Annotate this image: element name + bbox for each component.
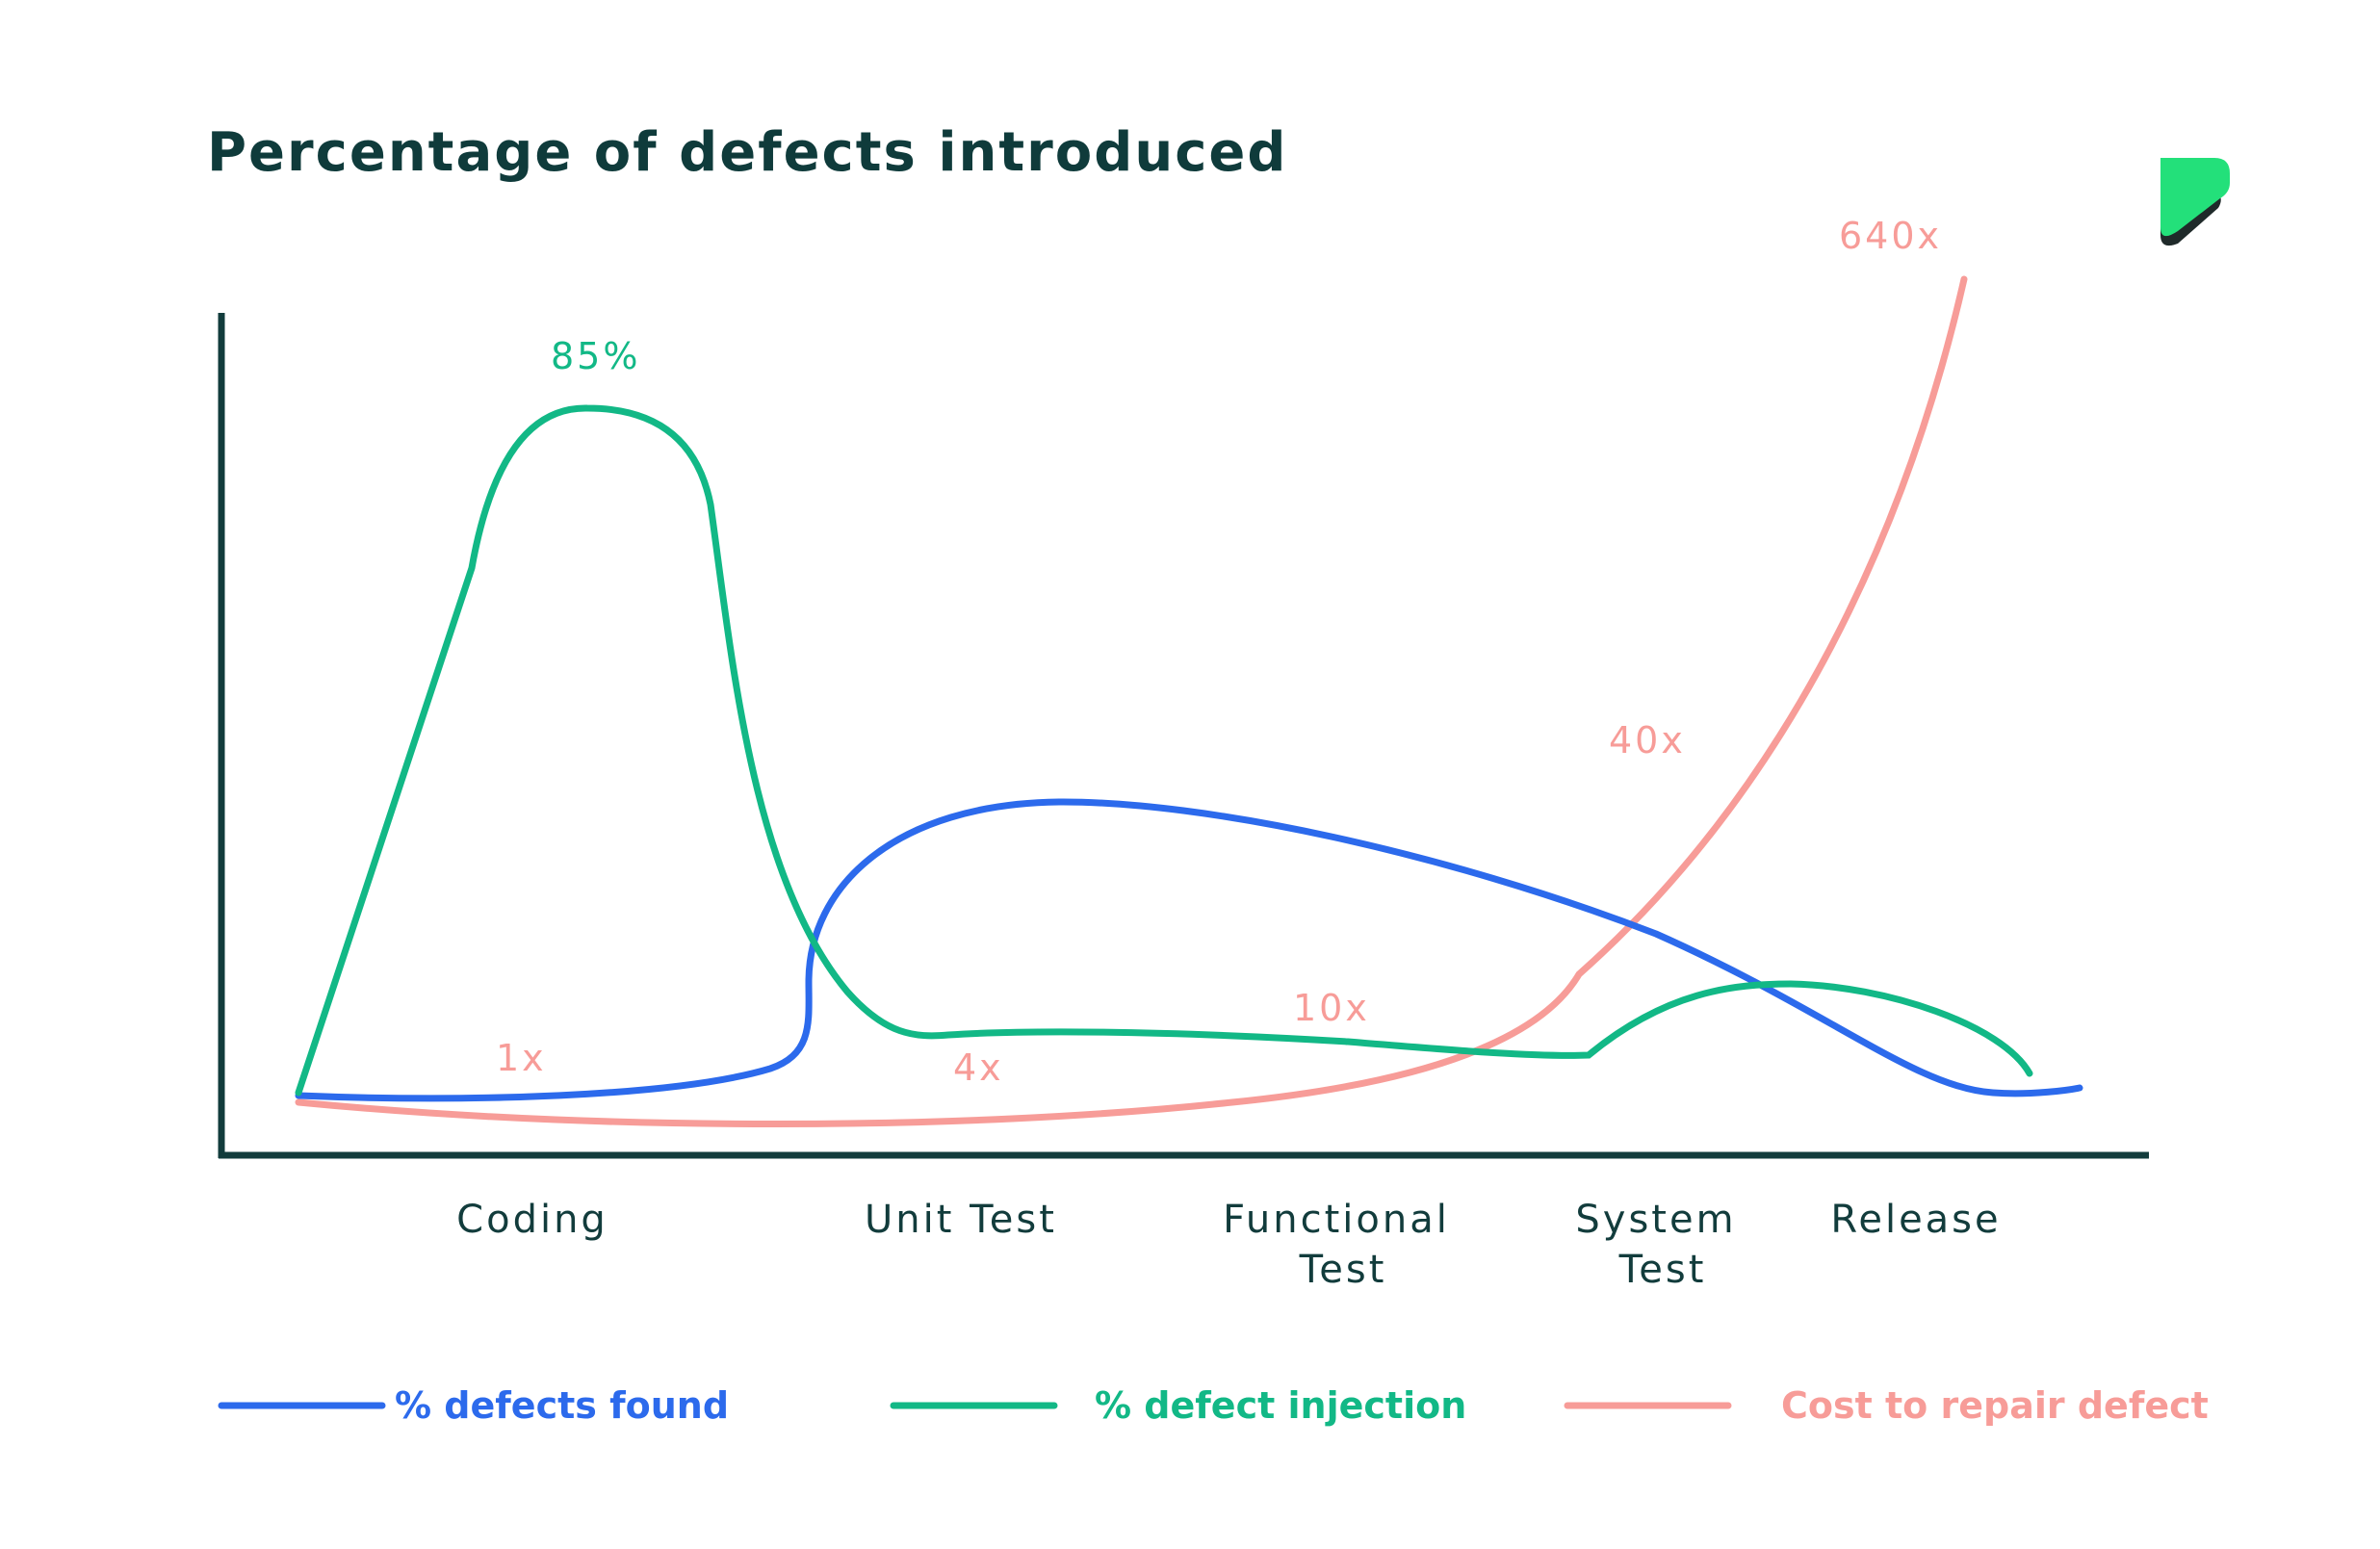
cost-label-functional-test: 10x (1293, 987, 1370, 1029)
x-tick-label: Test (1299, 1248, 1387, 1292)
x-tick-label: Coding (456, 1198, 608, 1242)
x-tick-label: Unit Test (865, 1198, 1057, 1242)
cost-label-coding: 1x (496, 1037, 547, 1079)
legend-item-injection: % defect injection (890, 1384, 1466, 1427)
series-lines (295, 275, 2083, 1127)
annotations: 85% 1x 4x 10x 40x 640x (496, 215, 1942, 1089)
cost-label-release: 640x (1839, 215, 1942, 257)
x-tick-label: System (1575, 1198, 1736, 1242)
x-tick-label: Test (1618, 1248, 1707, 1292)
series-line-found (295, 798, 2083, 1102)
axes (218, 313, 2149, 1159)
cost-label-unit-test: 4x (953, 1046, 1004, 1089)
legend-label-cost: Cost to repair defect (1781, 1384, 2209, 1427)
x-tick-labels: Coding Unit Test Functional Test System … (456, 1198, 2001, 1292)
x-tick-label: Release (1830, 1198, 2001, 1242)
series-line-cost (295, 275, 1968, 1127)
legend-label-found: % defects found (395, 1384, 729, 1427)
legend-item-found: % defects found (218, 1384, 729, 1427)
legend-item-cost: Cost to repair defect (1564, 1384, 2209, 1427)
series-line-injection (295, 404, 2033, 1097)
legend: % defects found % defect injection Cost … (218, 1384, 2209, 1427)
cost-label-system-test: 40x (1609, 719, 1686, 762)
chart-title: Percentage of defects introduced (207, 121, 1287, 184)
x-tick-label: Functional (1223, 1198, 1450, 1242)
logo-green-part (2160, 158, 2230, 237)
peak-label-injection: 85% (551, 335, 640, 377)
brand-logo-icon (2160, 158, 2230, 246)
legend-label-injection: % defect injection (1095, 1384, 1466, 1427)
